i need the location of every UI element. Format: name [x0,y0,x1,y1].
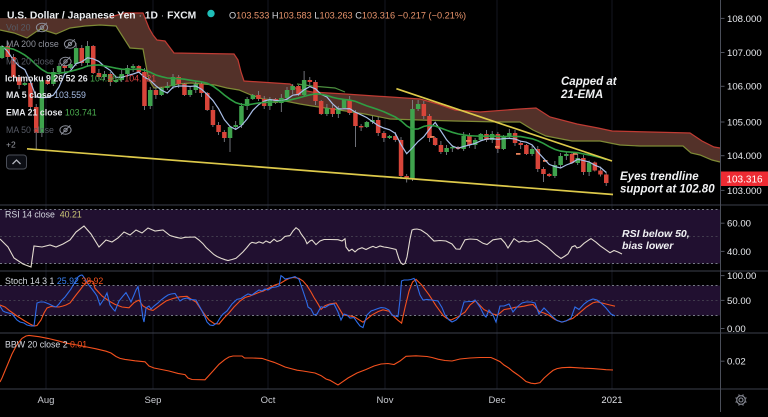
svg-text:bias lower: bias lower [622,240,674,252]
svg-text:104.000: 104.000 [727,151,762,162]
svg-text:RSI 14 close 40.21: RSI 14 close 40.21 [5,210,82,220]
svg-text:21-EMA: 21-EMA [560,89,603,101]
svg-text:Stoch 14 3 1 25.92 38.92: Stoch 14 3 1 25.92 38.92 [5,276,103,286]
svg-text:100.00: 100.00 [727,271,756,282]
svg-text:0.00: 0.00 [727,324,746,335]
svg-text:MA 20 close: MA 20 close [6,57,54,67]
svg-text:50.00: 50.00 [727,296,751,307]
svg-text:103.316: 103.316 [726,174,763,185]
svg-text:0.02: 0.02 [727,357,746,368]
svg-text:U.S. Dollar / Japanese Yen · 1: U.S. Dollar / Japanese Yen · 1D · FXCM [7,11,196,22]
svg-text:Ichimoku 9 26 52 26 104.564 10: Ichimoku 9 26 52 26 104.564 104.721 [5,74,156,84]
svg-text:RSI below 50,: RSI below 50, [622,228,690,240]
svg-text:MA 5 close 103.559: MA 5 close 103.559 [6,90,86,100]
svg-text:EMA 21 close 103.741: EMA 21 close 103.741 [6,108,97,118]
svg-text:Nov: Nov [377,395,394,406]
svg-text:105.000: 105.000 [727,117,762,128]
svg-text:103.000: 103.000 [727,186,762,197]
svg-text:106.000: 106.000 [727,82,762,93]
svg-text:BBW 20 close 2 0.01: BBW 20 close 2 0.01 [5,340,87,350]
svg-text:108.000: 108.000 [727,14,762,25]
svg-text:107.000: 107.000 [727,48,762,59]
svg-text:support at 102.80: support at 102.80 [620,184,715,196]
svg-text:2021: 2021 [601,395,622,406]
svg-text:Oct: Oct [261,395,276,406]
svg-text:+2: +2 [6,140,16,150]
svg-text:Vol 20: Vol 20 [6,23,31,33]
svg-text:Dec: Dec [489,395,506,406]
svg-text:40.00: 40.00 [727,247,751,258]
svg-text:MA 200 close: MA 200 close [6,39,59,49]
svg-text:O103.533 H103.583 L103.263 C10: O103.533 H103.583 L103.263 C103.316 −0.2… [229,11,466,21]
svg-text:60.00: 60.00 [727,219,751,230]
svg-text:Aug: Aug [38,395,55,406]
svg-text:Eyes trendline: Eyes trendline [620,171,699,183]
svg-text:Capped at: Capped at [561,76,618,88]
svg-text:MA 50 close: MA 50 close [6,125,54,135]
svg-text:Sep: Sep [145,395,162,406]
